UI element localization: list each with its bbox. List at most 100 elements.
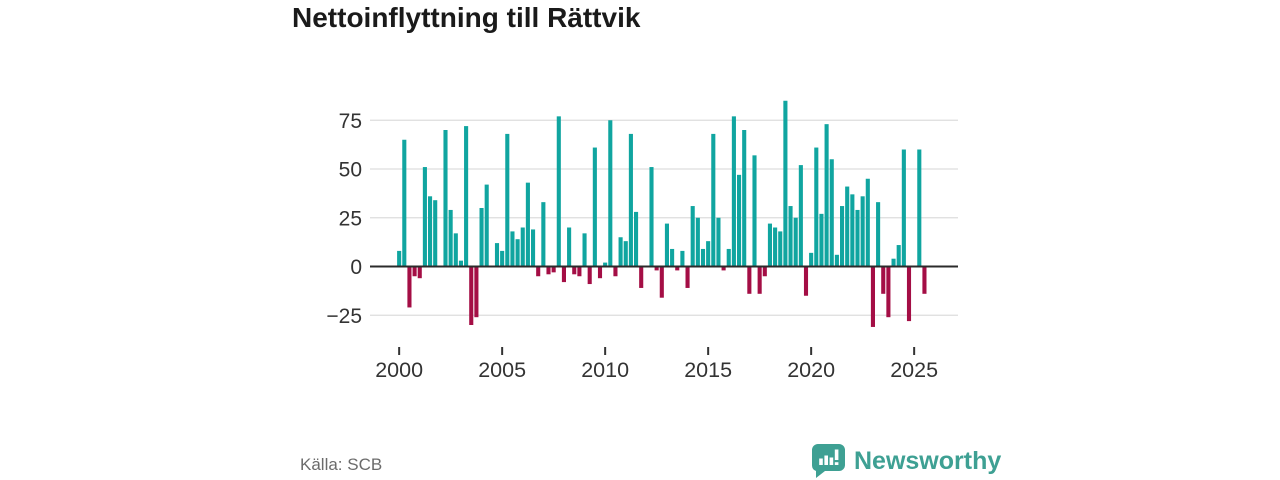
bar-2007-Q4: [556, 116, 561, 267]
bar-2014-Q2: [690, 206, 695, 267]
bar-2001-Q2: [422, 167, 427, 267]
bar-2018-Q3: [778, 231, 783, 267]
bar-2017-Q4: [762, 266, 767, 277]
bar-2003-Q2: [464, 126, 469, 267]
bar-2021-Q4: [845, 186, 850, 267]
bar-2004-Q4: [494, 243, 500, 267]
bar-2017-Q2: [752, 155, 757, 267]
bar-2009-Q3: [592, 147, 597, 267]
bar-2002-Q4: [453, 233, 458, 267]
bar-2008-Q4: [577, 266, 582, 277]
bar-2010-Q3: [613, 266, 618, 277]
y-axis-label-75: 75: [339, 110, 362, 133]
bar-2018-Q2: [773, 227, 778, 267]
newsworthy-branding: Newsworthy: [812, 444, 1001, 478]
bar-2003-Q3: [469, 266, 474, 325]
bar-2021-Q1: [829, 159, 834, 267]
bar-2011-Q1: [623, 241, 628, 267]
bar-2022-Q1: [850, 194, 855, 267]
bar-2022-Q4: [865, 178, 870, 267]
bar-2022-Q3: [860, 196, 865, 267]
bar-2019-Q2: [793, 217, 798, 267]
bar-2018-Q4: [783, 100, 788, 267]
y-axis-label-25: 25: [339, 207, 362, 230]
bar-2009-Q2: [587, 266, 592, 285]
x-axis-label-2020: 2020: [787, 358, 835, 382]
page-title: Nettoinflyttning till Rättvik: [292, 2, 641, 33]
bar-2017-Q3: [757, 266, 762, 294]
bar-2010-Q2: [608, 120, 613, 267]
bar-2005-Q3: [510, 231, 515, 267]
bar-2001-Q1: [417, 266, 422, 279]
newsworthy-logo-icon: [812, 444, 845, 478]
bar-2000-Q3: [407, 266, 412, 308]
bar-2004-Q1: [479, 208, 484, 267]
x-axis-label-2000: 2000: [375, 358, 423, 382]
bar-2011-Q4: [639, 266, 644, 288]
x-axis-label-2015: 2015: [684, 358, 732, 382]
bar-2003-Q1: [458, 260, 463, 267]
bar-2024-Q2: [896, 245, 901, 267]
bar-2024-Q1: [891, 258, 896, 267]
bar-2018-Q1: [767, 223, 772, 267]
source-note: Källa: SCB: [300, 455, 383, 474]
bar-2015-Q3: [716, 217, 721, 267]
bar-2011-Q3: [634, 211, 639, 267]
bar-2012-Q3: [654, 266, 659, 271]
bar-2013-Q3: [675, 266, 680, 271]
bar-2000-Q1: [397, 250, 402, 267]
x-axis-label-2005: 2005: [478, 358, 526, 382]
bar-2004-Q2: [484, 184, 489, 267]
bar-2001-Q4: [433, 200, 438, 267]
bar-2009-Q1: [582, 233, 587, 267]
bar-2022-Q2: [855, 209, 860, 267]
bar-2013-Q2: [670, 248, 675, 267]
bar-2001-Q3: [428, 196, 433, 267]
x-axis-label-2025: 2025: [890, 358, 938, 382]
bar-2015-Q4: [721, 266, 726, 271]
bar-2025-Q3: [922, 266, 927, 294]
y-axis-label-0: 0: [350, 256, 362, 279]
bar-2008-Q3: [572, 266, 577, 275]
bar-2003-Q4: [474, 266, 479, 318]
bar-2008-Q1: [561, 266, 566, 283]
bar-2007-Q3: [551, 266, 556, 273]
bar-2012-Q4: [659, 266, 664, 298]
bar-2020-Q1: [809, 252, 814, 267]
bar-2006-Q1: [520, 227, 525, 267]
bar-2021-Q2: [834, 254, 839, 267]
bar-2010-Q1: [603, 262, 608, 267]
bar-2023-Q1: [870, 266, 875, 327]
bar-2023-Q3: [881, 266, 886, 294]
bar-2002-Q3: [448, 209, 453, 267]
bar-2008-Q2: [567, 227, 572, 267]
bar-2014-Q4: [700, 248, 706, 267]
bar-2005-Q4: [515, 239, 520, 267]
bar-2025-Q2: [917, 149, 922, 267]
y-axis-label--25: −25: [326, 305, 362, 328]
bar-2020-Q4: [824, 124, 829, 267]
bar-2013-Q4: [680, 250, 685, 267]
bar-2016-Q3: [737, 174, 742, 267]
bar-2011-Q2: [628, 133, 633, 267]
bar-2007-Q1: [541, 202, 546, 267]
bar-2024-Q3: [901, 149, 906, 267]
bar-2021-Q3: [840, 206, 845, 267]
bar-2014-Q3: [695, 217, 700, 267]
bar-2015-Q2: [711, 133, 716, 267]
bar-2005-Q2: [505, 133, 510, 267]
bar-2024-Q4: [906, 266, 912, 322]
bar-2016-Q4: [742, 130, 747, 267]
x-axis-label-2010: 2010: [581, 358, 629, 382]
newsworthy-logo-text: Newsworthy: [854, 446, 1002, 475]
bar-2012-Q2: [649, 167, 654, 267]
bar-2020-Q2: [814, 147, 819, 267]
bar-2015-Q1: [706, 241, 711, 267]
bar-2019-Q1: [788, 206, 793, 267]
bar-2014-Q1: [685, 266, 690, 288]
bar-2005-Q1: [500, 250, 505, 267]
bar-2006-Q4: [536, 266, 541, 277]
bar-2019-Q3: [798, 165, 803, 267]
bar-2006-Q3: [531, 229, 536, 267]
